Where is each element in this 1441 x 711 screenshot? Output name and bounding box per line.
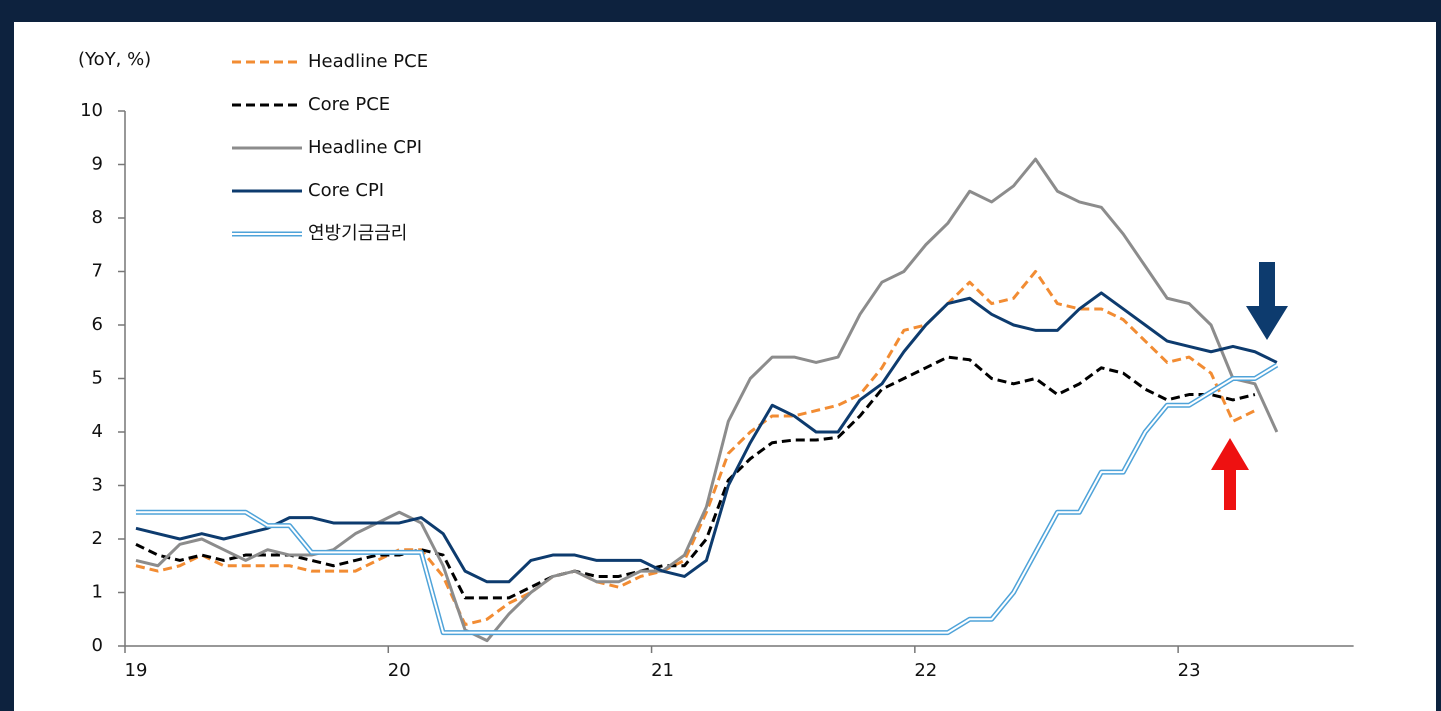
x-tick-label: 21 xyxy=(651,660,674,681)
legend-label: 연방기금금리 xyxy=(308,223,407,244)
y-tick-label: 8 xyxy=(92,207,103,228)
x-tick-label: 19 xyxy=(125,660,148,681)
y-axis-label: (YoY, %) xyxy=(78,49,151,70)
x-tick-label: 20 xyxy=(388,660,411,681)
y-tick-label: 10 xyxy=(80,100,103,121)
y-tick-label: 1 xyxy=(92,582,103,603)
legend-label: Core PCE xyxy=(308,94,390,115)
series-line xyxy=(135,291,1278,584)
x-tick-label: 22 xyxy=(914,660,937,681)
series-line xyxy=(135,355,1256,600)
y-tick-label: 0 xyxy=(92,635,103,656)
arrow-up xyxy=(1211,438,1249,510)
x-tick-label: 23 xyxy=(1178,660,1201,681)
y-tick-label: 3 xyxy=(92,475,103,496)
y-tick-label: 6 xyxy=(92,314,103,335)
y-tick-label: 4 xyxy=(92,421,103,442)
arrow-down xyxy=(1246,262,1288,340)
legend-label: Headline CPI xyxy=(308,137,422,158)
series-line xyxy=(135,270,1256,627)
legend-label: Headline PCE xyxy=(308,51,428,72)
y-tick-label: 5 xyxy=(92,368,103,389)
y-tick-label: 9 xyxy=(92,154,103,175)
legend-label: Core CPI xyxy=(308,180,384,201)
y-tick-label: 7 xyxy=(92,261,103,282)
y-tick-label: 2 xyxy=(92,528,103,549)
panel xyxy=(14,22,1436,711)
series-line xyxy=(135,364,1278,634)
